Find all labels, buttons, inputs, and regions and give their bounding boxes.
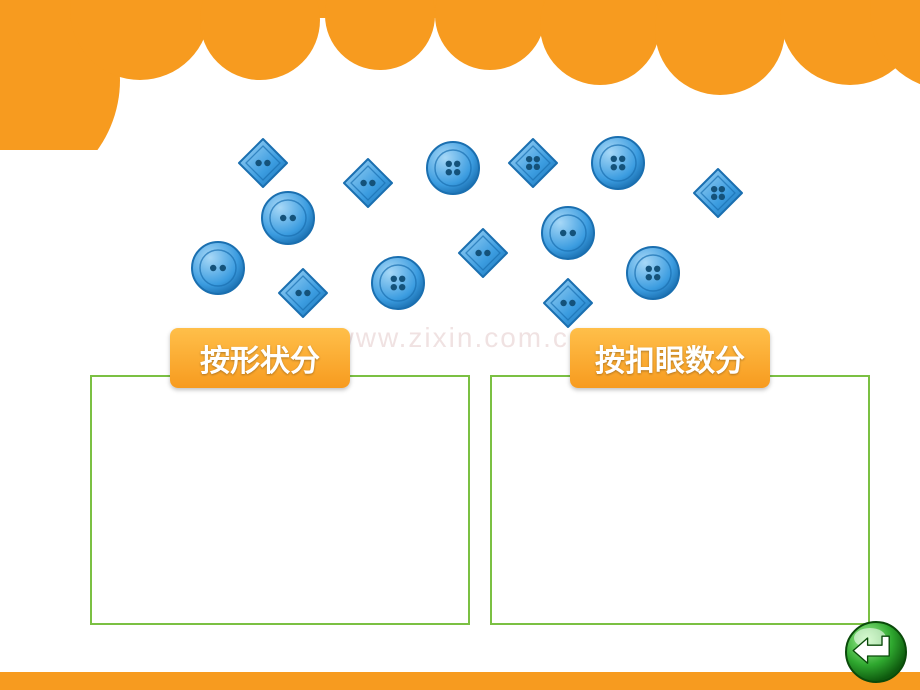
button-diamond-2hole[interactable]: [540, 275, 596, 336]
label-by-shape[interactable]: 按形状分: [170, 328, 350, 388]
footer-bar: [0, 672, 920, 690]
button-diamond-2hole[interactable]: [340, 155, 396, 216]
button-circle-4hole[interactable]: [625, 245, 681, 306]
back-button[interactable]: [844, 620, 908, 684]
button-diamond-2hole[interactable]: [275, 265, 331, 326]
button-circle-2hole[interactable]: [190, 240, 246, 301]
header-cloud: [0, 0, 920, 150]
button-circle-4hole[interactable]: [425, 140, 481, 201]
button-circle-2hole[interactable]: [540, 205, 596, 266]
button-circle-2hole[interactable]: [260, 190, 316, 251]
button-diamond-2hole[interactable]: [235, 135, 291, 196]
button-scatter: [150, 135, 770, 335]
button-circle-4hole[interactable]: [370, 255, 426, 316]
button-diamond-2hole[interactable]: [455, 225, 511, 286]
button-diamond-4hole[interactable]: [505, 135, 561, 196]
button-circle-4hole[interactable]: [590, 135, 646, 196]
sort-box-by-holes: [490, 375, 870, 625]
label-by-holes[interactable]: 按扣眼数分: [570, 328, 770, 388]
sort-box-by-shape: [90, 375, 470, 625]
button-diamond-4hole[interactable]: [690, 165, 746, 226]
